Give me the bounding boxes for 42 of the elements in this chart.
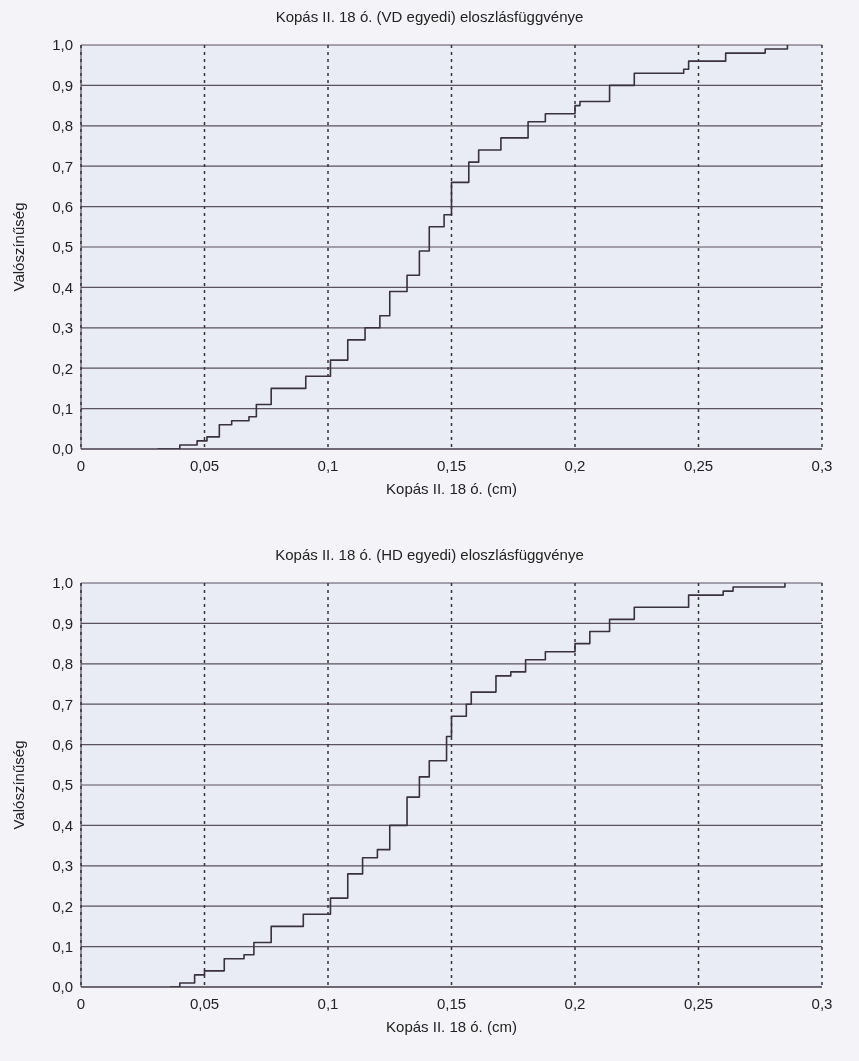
y-tick-label: 0,7 bbox=[52, 157, 73, 175]
y-tick-label: 0,4 bbox=[52, 816, 73, 834]
x-tick-label: 0,3 bbox=[811, 457, 833, 474]
chart-title: Kopás II. 18 ó. (HD egyedi) eloszlásfüggvénye bbox=[274, 546, 585, 563]
y-tick-label: 0,3 bbox=[52, 857, 73, 875]
y-tick-label: 0,4 bbox=[52, 278, 73, 296]
y-tick-label: 0,5 bbox=[52, 776, 73, 794]
y-tick-label: 0,5 bbox=[52, 238, 73, 256]
y-tick-label: 0,8 bbox=[52, 117, 73, 135]
x-tick-label: 0,1 bbox=[317, 457, 339, 474]
y-tick-label: 0,0 bbox=[52, 978, 73, 996]
y-tick-label: 0,6 bbox=[52, 197, 73, 215]
y-tick-label: 0,9 bbox=[52, 76, 73, 94]
x-axis-title: Kopás II. 18 ó. (cm) bbox=[385, 480, 518, 497]
x-tick-label: 0,15 bbox=[436, 457, 467, 474]
x-tick-label: 0,2 bbox=[564, 457, 586, 474]
y-tick-label: 0,2 bbox=[52, 359, 73, 377]
y-tick-label: 0,1 bbox=[52, 937, 73, 955]
x-tick-label: 0,15 bbox=[436, 995, 467, 1012]
x-tick-label: 0,05 bbox=[189, 995, 220, 1012]
y-axis-title: Valószínűség bbox=[9, 202, 27, 292]
y-tick-label: 0,2 bbox=[52, 897, 73, 915]
x-tick-label: 0 bbox=[76, 457, 86, 474]
y-tick-label: 0,9 bbox=[52, 614, 73, 632]
x-tick-label: 0,3 bbox=[811, 995, 833, 1012]
y-tick-label: 0,6 bbox=[52, 735, 73, 753]
x-tick-label: 0,05 bbox=[189, 457, 220, 474]
x-tick-label: 0 bbox=[76, 995, 86, 1012]
y-tick-label: 0,7 bbox=[52, 695, 73, 713]
y-tick-label: 0,0 bbox=[52, 440, 73, 458]
y-axis-title: Valószínűség bbox=[9, 740, 27, 830]
x-tick-label: 0,2 bbox=[564, 995, 586, 1012]
y-tick-label: 0,3 bbox=[52, 319, 73, 337]
x-axis-title: Kopás II. 18 ó. (cm) bbox=[385, 1018, 518, 1035]
y-tick-label: 0,1 bbox=[52, 399, 73, 417]
chart-title: Kopás II. 18 ó. (VD egyedi) eloszlásfüggvénye bbox=[274, 8, 585, 25]
y-tick-label: 1,0 bbox=[52, 36, 73, 54]
y-tick-label: 1,0 bbox=[52, 574, 73, 592]
x-tick-label: 0,25 bbox=[683, 457, 714, 474]
x-tick-label: 0,25 bbox=[683, 995, 714, 1012]
y-tick-label: 0,8 bbox=[52, 655, 73, 673]
x-tick-label: 0,1 bbox=[317, 995, 339, 1012]
